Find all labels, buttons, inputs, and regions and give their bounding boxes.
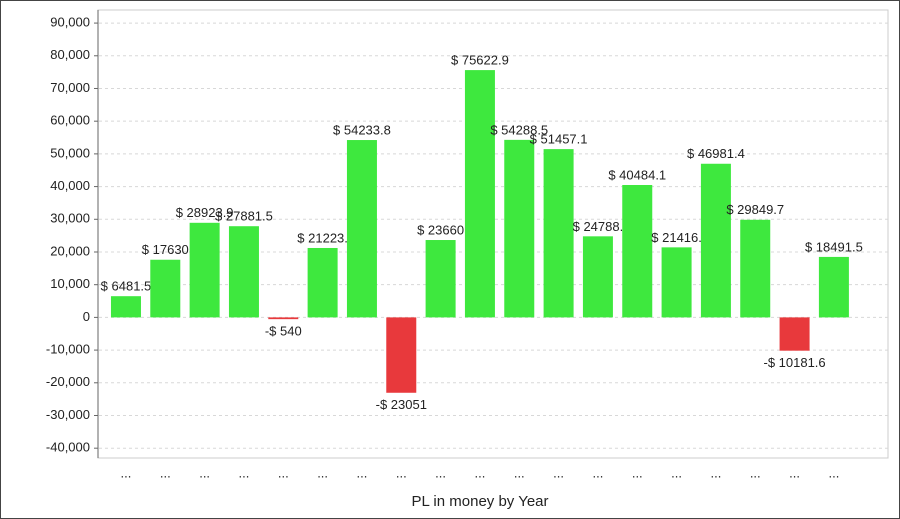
bar	[228, 226, 259, 318]
x-tick-label: ...	[199, 465, 210, 480]
data-label: $ 46981.4	[687, 146, 745, 161]
data-label: $ 18491.5	[805, 239, 863, 254]
x-tick-label: ...	[160, 465, 171, 480]
x-tick-label: ...	[396, 465, 407, 480]
data-label: $ 54233.8	[333, 122, 391, 137]
data-label: -$ 10181.6	[763, 355, 825, 370]
data-label: $ 24788.	[573, 219, 624, 234]
y-tick-label: 40,000	[50, 178, 90, 193]
x-tick-label: ...	[435, 465, 446, 480]
y-tick-label: 90,000	[50, 15, 90, 30]
y-tick-label: 10,000	[50, 276, 90, 291]
x-tick-label: ...	[632, 465, 643, 480]
x-tick-label: ...	[357, 465, 368, 480]
bar	[700, 163, 731, 318]
x-tick-label: ...	[475, 465, 486, 480]
bar	[307, 247, 338, 318]
x-tick-label: ...	[750, 465, 761, 480]
y-tick-label: 60,000	[50, 113, 90, 128]
y-tick-label: 0	[83, 309, 90, 324]
data-label: $ 21223.	[297, 230, 348, 245]
data-label: $ 21416.	[651, 230, 702, 245]
bar	[150, 259, 181, 318]
y-tick-label: -10,000	[46, 342, 90, 357]
y-tick-label: -40,000	[46, 440, 90, 455]
data-label: $ 17630	[142, 242, 189, 257]
data-label: $ 23660	[417, 222, 464, 237]
data-label: $ 27881.5	[215, 209, 273, 224]
x-tick-label: ...	[710, 465, 721, 480]
bar	[582, 236, 613, 318]
bar	[346, 140, 377, 318]
y-tick-label: -20,000	[46, 374, 90, 389]
data-label: $ 28923.9	[176, 205, 234, 220]
x-tick-label: ...	[828, 465, 839, 480]
y-tick-label: 20,000	[50, 243, 90, 258]
x-tick-label: ...	[553, 465, 564, 480]
data-label: -$ 23051	[376, 397, 427, 412]
data-label: $ 54288.5	[490, 122, 548, 137]
data-label: $ 51457.1	[530, 132, 588, 147]
bar	[740, 219, 771, 318]
x-tick-label: ...	[593, 465, 604, 480]
data-label: $ 6481.5	[101, 279, 152, 294]
x-tick-label: ...	[121, 465, 132, 480]
data-label: -$ 540	[265, 324, 302, 339]
x-tick-label: ...	[514, 465, 525, 480]
data-label: $ 40484.1	[608, 167, 666, 182]
data-label: $ 75622.9	[451, 53, 509, 68]
bar	[386, 317, 417, 393]
y-tick-label: 70,000	[50, 80, 90, 95]
x-tick-label: ...	[789, 465, 800, 480]
x-tick-label: ...	[671, 465, 682, 480]
bar	[425, 240, 456, 318]
x-tick-label: ...	[278, 465, 289, 480]
bar	[779, 317, 810, 351]
x-tick-label: ...	[239, 465, 250, 480]
x-axis-label: PL in money by Year	[411, 493, 548, 510]
bar	[818, 256, 849, 318]
bar	[189, 222, 220, 318]
y-tick-label: 80,000	[50, 47, 90, 62]
bar	[543, 149, 574, 318]
bar	[268, 317, 299, 320]
y-tick-label: 50,000	[50, 145, 90, 160]
bar	[110, 296, 141, 318]
bar	[622, 185, 653, 318]
data-label: $ 29849.7	[726, 202, 784, 217]
x-tick-label: ...	[317, 465, 328, 480]
bar	[464, 70, 495, 318]
y-tick-label: -30,000	[46, 407, 90, 422]
bar	[504, 139, 535, 318]
y-tick-label: 30,000	[50, 211, 90, 226]
bar	[661, 247, 692, 318]
